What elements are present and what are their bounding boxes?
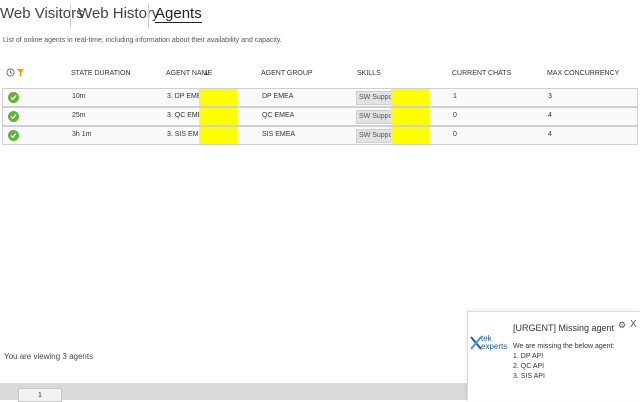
online-status-icon [8,130,19,141]
cell-agent-name: 3. SIS EMEA [167,131,208,138]
redacted-block [199,108,237,125]
cell-agent-group: QC EMEA [262,112,295,119]
redacted-block [391,127,429,144]
notification-body: We are missing the below agent: 1. DP AP… [513,343,615,380]
tab-bar: Web Visitors Web History Agents [0,0,640,34]
header-current-chats[interactable]: CURRENT CHATS [452,70,512,77]
logo-text: tek experts [481,334,508,351]
tab-divider [70,4,71,28]
cell-agent-name: 3. QC EMEA [167,112,208,119]
tab-web-visitors[interactable]: Web Visitors [0,5,84,22]
table-row[interactable]: 3h 1m 3. SIS EMEA SIS EMEA SW Support_ 0… [2,126,638,145]
redacted-block [391,89,429,106]
list-item: 1. DP API [513,353,544,360]
agent-count-label: You are viewing 3 agents [4,352,94,361]
list-item: 2. QC API [513,363,545,370]
online-status-icon [8,111,19,122]
header-agent-group[interactable]: AGENT GROUP [261,70,313,77]
redacted-block [199,89,237,106]
cell-state-duration: 25m [72,112,86,119]
tek-experts-logo-icon [470,336,482,350]
sort-asc-icon: ▲ [204,71,209,77]
tab-web-history[interactable]: Web History [78,5,160,22]
header-agent-name[interactable]: AGENT NAME [166,70,213,77]
tab-divider [148,4,149,28]
notification-title: [URGENT] Missing agent [513,323,615,333]
pagination-bar [0,383,470,400]
cell-state-duration: 10m [72,93,86,100]
table-row[interactable]: 25m 3. QC EMEA QC EMEA SW Support_ 0 4 [2,107,638,126]
header-skills[interactable]: SKILLS [357,70,381,77]
tab-agents[interactable]: Agents [155,5,202,23]
cell-current-chats: 1 [453,93,457,100]
cell-current-chats: 0 [453,112,457,119]
clock-icon[interactable] [6,68,15,77]
close-icon[interactable]: X [630,319,637,330]
redacted-block [199,127,237,144]
redacted-block [391,108,429,125]
table-row[interactable]: 10m 3. DP EMEA DP EMEA SW Support_ 1 3 [2,88,638,107]
online-status-icon [8,92,19,103]
header-state-duration[interactable]: STATE DURATION [71,70,131,77]
table-header: STATE DURATION AGENT NAME ▲ AGENT GROUP … [2,60,638,88]
list-item: 3. SIS API [513,373,545,380]
header-max-concurrency[interactable]: MAX CONCURRENCY [547,70,620,77]
filter-icon[interactable] [17,69,24,77]
cell-max-concurrency: 4 [548,112,552,119]
cell-agent-group: DP EMEA [262,93,294,100]
cell-agent-group: SIS EMEA [262,131,296,138]
cell-current-chats: 0 [453,131,457,138]
notification-toast[interactable]: tek experts [URGENT] Missing agent ⚙ X W… [467,311,640,401]
cell-agent-name: 3. DP EMEA [167,93,207,100]
cell-max-concurrency: 3 [548,93,552,100]
page-description: List of online agents in real-time, incl… [3,37,282,44]
gear-icon[interactable]: ⚙ [618,320,627,330]
cell-state-duration: 3h 1m [72,131,92,138]
cell-max-concurrency: 4 [548,131,552,138]
